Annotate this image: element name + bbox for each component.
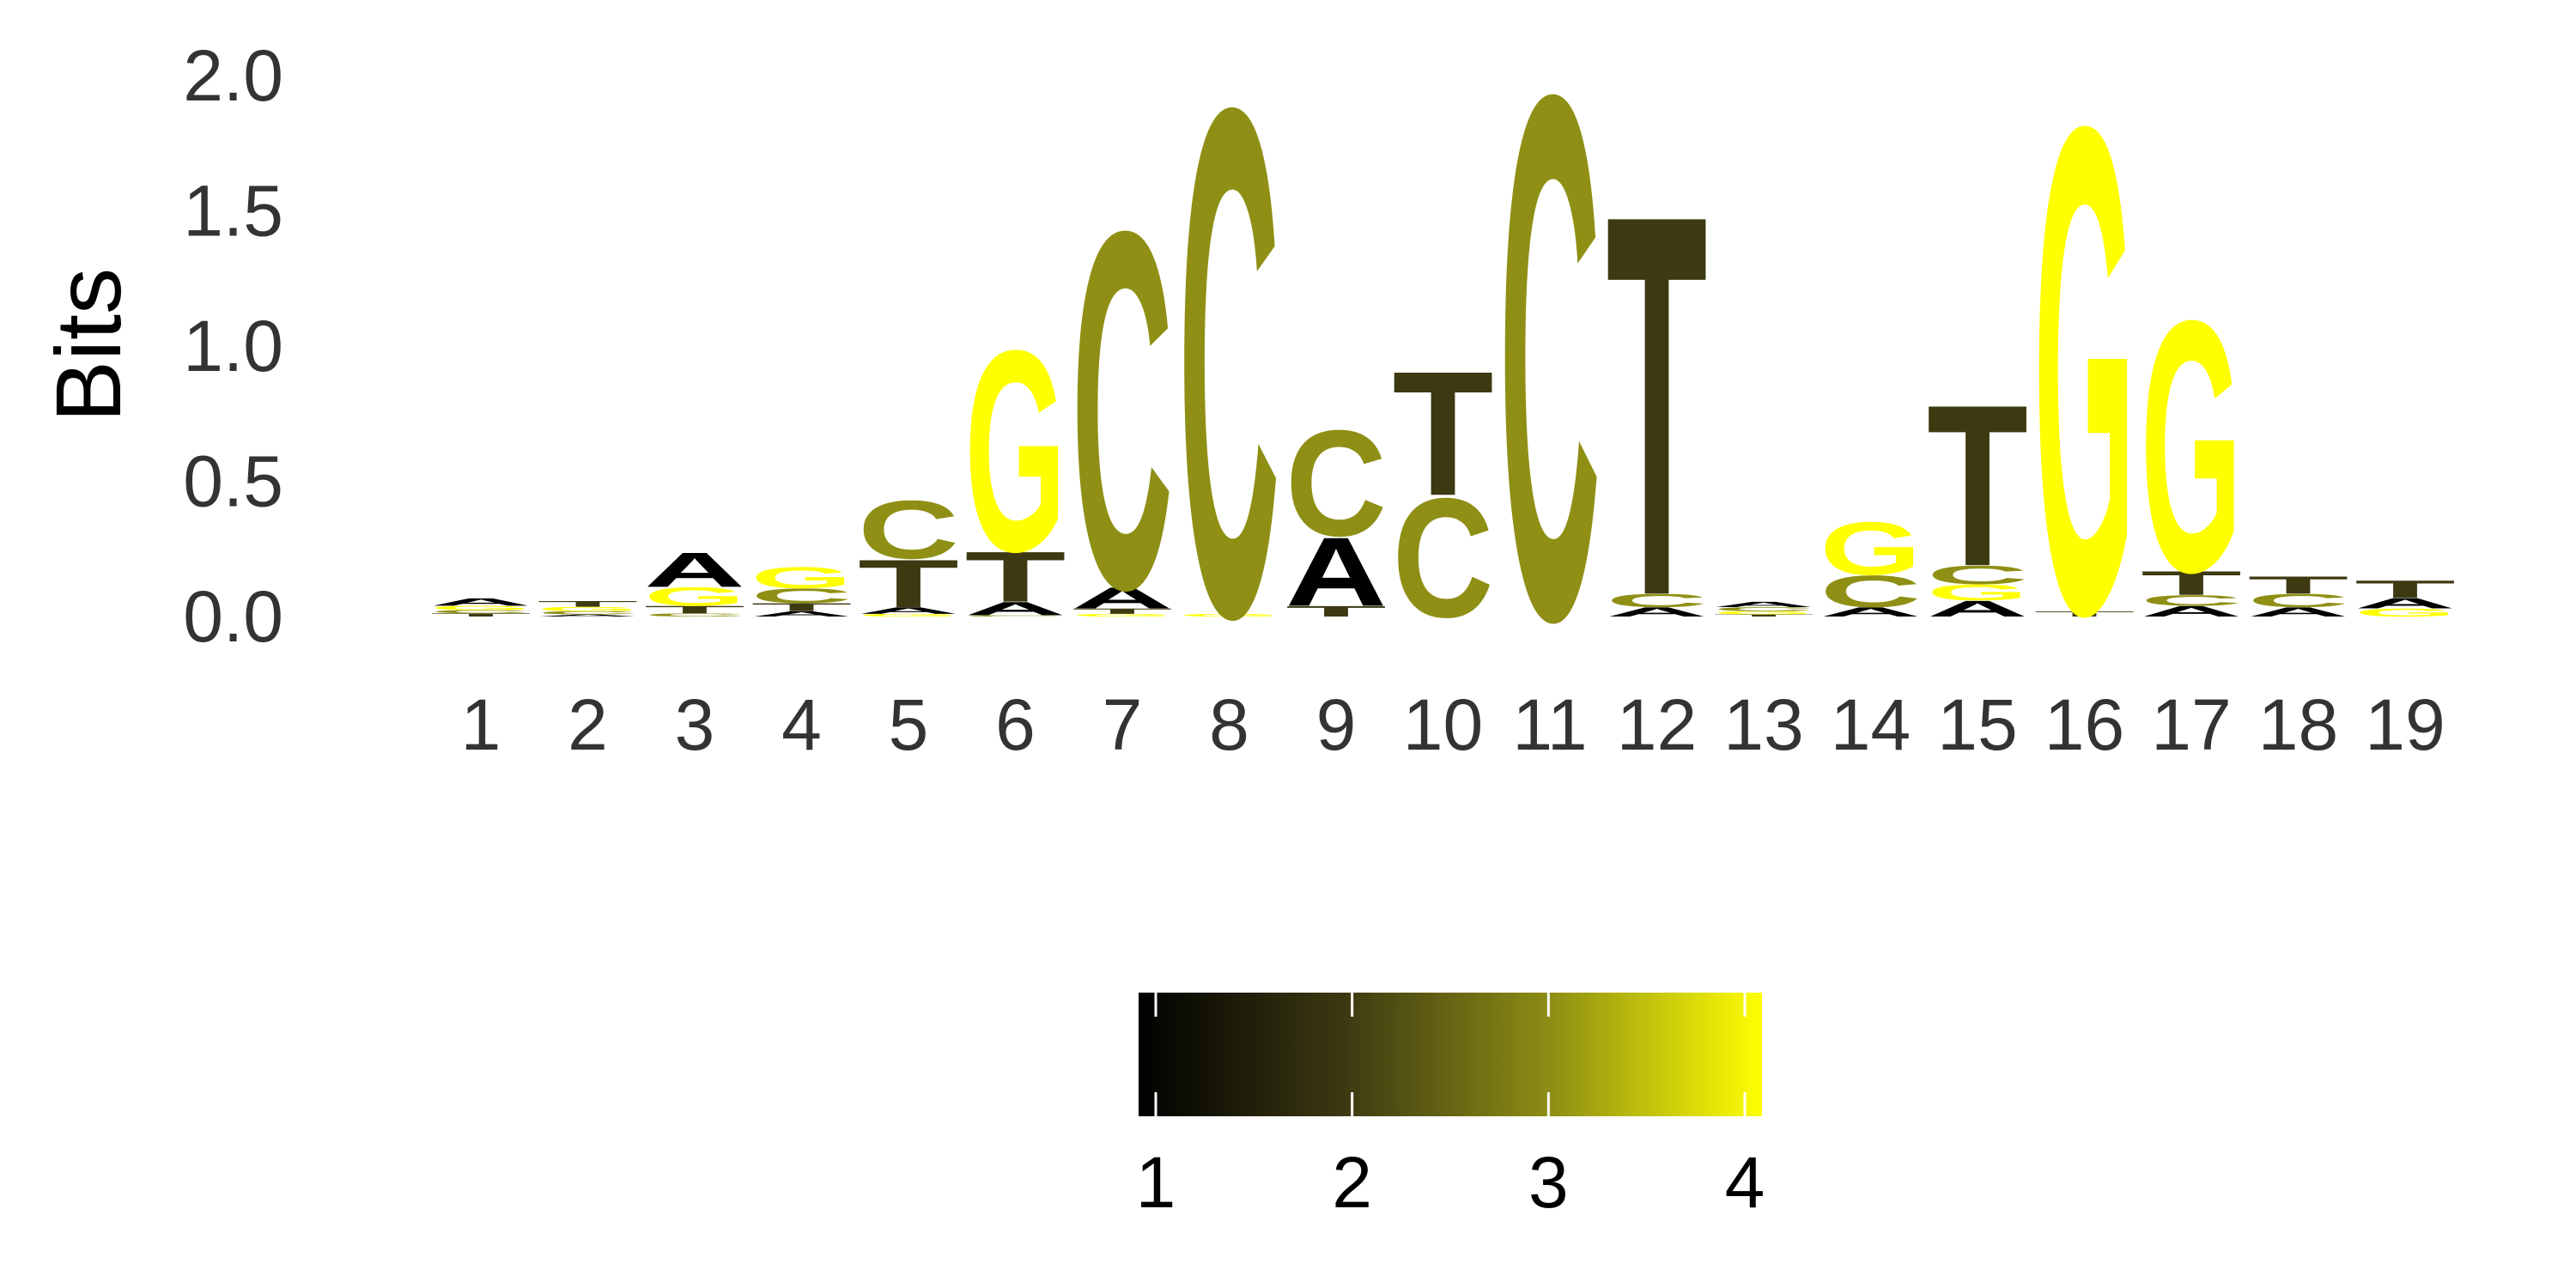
x-axis-ticks: 1 2 3 4 5 6 7 8 9 10 11 12 13 14 15 16 17 18 19 — [461, 684, 2445, 765]
y-tick-label: 0.0 — [183, 576, 283, 657]
logo-letter-t: T — [644, 604, 745, 616]
x-tick-label: 18 — [2258, 684, 2338, 765]
logo-letter-g: G — [2141, 246, 2242, 647]
logo-letter-g: G — [430, 605, 532, 611]
logo-letter-g: G — [1072, 613, 1173, 617]
x-tick-label: 12 — [1617, 684, 1697, 765]
colorbar — [1139, 993, 1762, 1116]
x-tick-label: 15 — [1937, 684, 2017, 765]
logo-letter-c: C — [1285, 398, 1387, 568]
colorbar-tick-label: 4 — [1725, 1142, 1765, 1223]
logo-letter-t: T — [2354, 575, 2456, 603]
logo-letter-g: G — [2354, 606, 2456, 619]
logo-letter-t: T — [1072, 607, 1173, 616]
logo-letter-t: T — [1607, 102, 1708, 709]
colorbar-ticks: 1 2 3 4 — [1136, 993, 1765, 1223]
logo-letter-t: T — [965, 537, 1066, 617]
logo-letter-g: G — [644, 582, 745, 611]
logo-letter-t: T — [2248, 572, 2349, 599]
logo-letter-t: T — [751, 601, 853, 614]
logo-letter-c: C — [1179, 0, 1280, 768]
x-tick-label: 2 — [568, 684, 608, 765]
logo-letter-a: A — [1072, 581, 1173, 615]
logo-letter-c: C — [2248, 590, 2349, 611]
colorbar-tick-label: 2 — [1332, 1142, 1372, 1223]
logo-letter-c: C — [644, 612, 745, 617]
logo-letter-c: C — [1927, 560, 2028, 589]
logo-letter-g: G — [1713, 611, 1814, 616]
logo-letter-t: T — [2034, 610, 2136, 618]
logo-letter-c: C — [1607, 590, 1708, 611]
logo-letter-a: A — [2248, 605, 2349, 619]
x-tick-label: 14 — [1831, 684, 1911, 765]
logo-letter-c: C — [1820, 566, 1922, 617]
logo-letter-c: C — [1393, 464, 1494, 653]
logo-letter-t: T — [858, 546, 959, 623]
y-tick-label: 2.0 — [183, 35, 283, 116]
logo-letter-g: G — [1927, 580, 2028, 605]
logo-letter-c: C — [1713, 606, 1814, 612]
x-tick-label: 1 — [461, 684, 501, 765]
logo-letter-c: C — [2141, 592, 2242, 609]
color-legend: 1 2 3 4 — [1136, 993, 1765, 1223]
logo-letter-t: T — [1927, 356, 2028, 615]
logo-letter-a: A — [1285, 517, 1387, 627]
logo-letter-g: G — [1820, 507, 1922, 591]
logo-letter-g: G — [965, 291, 1066, 611]
y-axis-ticks: 0.0 0.5 1.0 1.5 2.0 — [183, 35, 283, 657]
logo-letter-t: T — [1393, 335, 1494, 532]
logo-letter-g: G — [858, 613, 959, 617]
logo-letter-c: C — [538, 611, 639, 616]
x-tick-label: 7 — [1103, 684, 1143, 765]
logo-letter-a: A — [965, 598, 1066, 619]
logo-letter-g: G — [1179, 613, 1280, 617]
logo-letter-c: C — [430, 609, 532, 614]
logo-letter-a: A — [2354, 595, 2456, 612]
logo-letter-c: C — [965, 615, 1066, 617]
logo-letter-t: T — [1713, 614, 1814, 617]
logo-letter-a: A — [430, 596, 532, 608]
x-tick-label: 8 — [1209, 684, 1249, 765]
logo-letter-a: A — [1820, 605, 1922, 619]
logo-letter-a: A — [2141, 603, 2242, 620]
x-tick-label: 10 — [1403, 684, 1483, 765]
y-tick-label: 0.5 — [183, 441, 283, 522]
x-tick-label: 4 — [781, 684, 822, 765]
x-tick-label: 6 — [995, 684, 1036, 765]
logo-letter-c: C — [1072, 126, 1173, 696]
logo-letter-c: C — [1499, 0, 1601, 775]
logo-letter-g: G — [2034, 0, 2136, 759]
x-tick-label: 5 — [889, 684, 929, 765]
logo-letter-g: G — [751, 561, 853, 594]
logo-letter-a: A — [751, 610, 853, 618]
x-tick-label: 16 — [2044, 684, 2124, 765]
logo-letter-c: C — [858, 483, 959, 576]
x-tick-label: 17 — [2151, 684, 2231, 765]
logo-letter-a: A — [644, 542, 745, 597]
y-axis-title: Bits — [36, 268, 140, 422]
y-tick-label: 1.5 — [183, 171, 283, 252]
logo-letter-a: A — [1607, 605, 1708, 619]
x-tick-label: 19 — [2365, 684, 2445, 765]
logo-letter-t: T — [538, 599, 639, 609]
colorbar-tick-label: 1 — [1136, 1142, 1176, 1223]
x-tick-label: 3 — [675, 684, 715, 765]
x-tick-label: 9 — [1316, 684, 1357, 765]
y-tick-label: 1.0 — [183, 306, 283, 386]
logo-letter-g: G — [538, 605, 639, 612]
logo-letter-t: T — [430, 612, 532, 617]
colorbar-tick-label: 3 — [1528, 1142, 1569, 1223]
x-tick-label: 11 — [1512, 684, 1587, 765]
logo-letter-a: A — [538, 614, 639, 617]
logo-letter-a: A — [858, 605, 959, 616]
logo-letter-t: T — [2141, 564, 2242, 602]
logo-letter-c: C — [751, 584, 853, 607]
logo-letter-a: A — [1713, 600, 1814, 609]
logo-letter-a: A — [1927, 596, 2028, 622]
x-tick-label: 13 — [1723, 684, 1803, 765]
logo-letter-t: T — [1285, 603, 1387, 620]
